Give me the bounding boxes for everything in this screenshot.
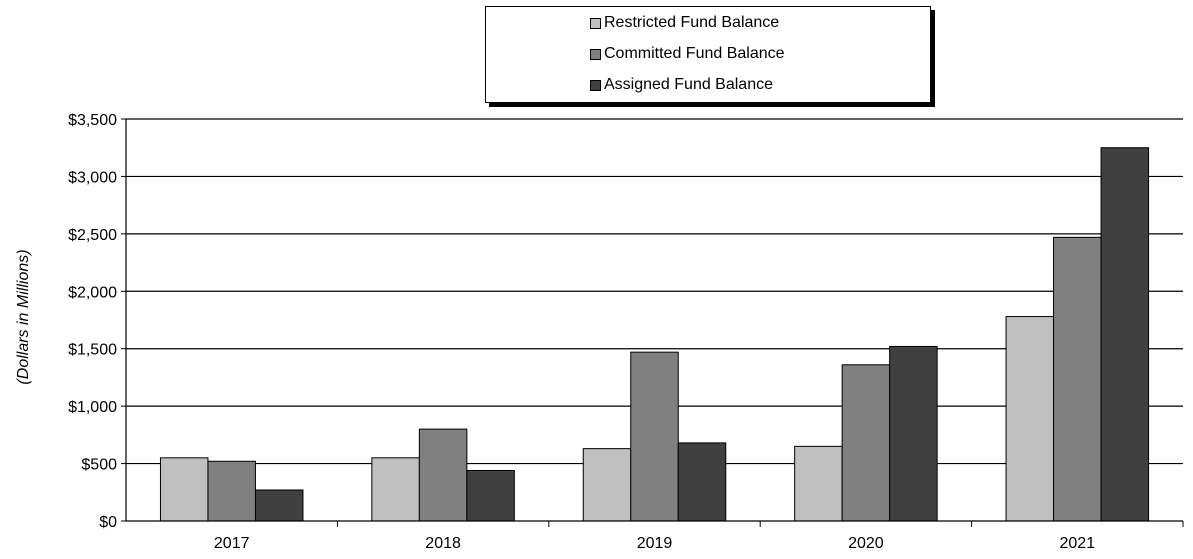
bar-assigned-2019 <box>677 442 727 522</box>
legend-label-assigned: Assigned Fund Balance <box>604 76 773 93</box>
y-axis-label: (Dollars in Millions) <box>15 249 32 384</box>
bar-committed-2021 <box>1053 236 1102 522</box>
axes <box>121 118 1184 527</box>
legend-item-assigned: Assigned Fund Balance <box>590 75 773 95</box>
legend-swatch-committed <box>590 48 601 60</box>
legend-label-committed: Committed Fund Balance <box>604 45 785 62</box>
x-tick-labels: 2017 2018 2019 2020 2021 <box>214 535 1095 552</box>
x-tick-label: 2019 <box>637 535 673 552</box>
y-tick-label: $3,000 <box>68 169 117 186</box>
y-tick-label: $0 <box>99 514 117 531</box>
y-tick-label: $500 <box>81 457 117 474</box>
x-tick-label: 2020 <box>848 535 884 552</box>
bar-committed-2018 <box>418 428 468 522</box>
bar-committed-2019 <box>630 351 679 522</box>
legend: Restricted Fund Balance Committed Fund B… <box>485 6 931 103</box>
bar-restricted-2019 <box>582 448 632 522</box>
bar-assigned-2017 <box>254 489 304 522</box>
bars <box>159 147 1150 522</box>
legend-item-committed: Committed Fund Balance <box>590 44 785 64</box>
y-tick-label: $2,500 <box>68 227 117 244</box>
bar-restricted-2020 <box>794 445 843 522</box>
bar-committed-2020 <box>841 364 891 522</box>
gridlines <box>126 118 1183 465</box>
bar-assigned-2020 <box>889 345 938 522</box>
legend-label-restricted: Restricted Fund Balance <box>604 14 780 31</box>
bar-restricted-2017 <box>159 457 209 522</box>
bar-committed-2017 <box>207 460 256 522</box>
legend-item-restricted: Restricted Fund Balance <box>590 13 779 33</box>
legend-swatch-assigned <box>590 79 601 91</box>
bar-assigned-2018 <box>466 469 515 522</box>
y-tick-labels: $0 $500 $1,000 $1,500 $2,000 $2,500 $3,000 $3,5… <box>68 112 117 531</box>
y-tick-label: $2,000 <box>68 284 117 301</box>
bar-restricted-2018 <box>371 457 420 522</box>
y-tick-label: $1,000 <box>68 399 117 416</box>
x-tick-label: 2021 <box>1060 535 1096 552</box>
x-tick-label: 2018 <box>425 535 461 552</box>
bar-restricted-2021 <box>1005 316 1055 522</box>
bar-assigned-2021 <box>1100 147 1150 522</box>
x-tick-label: 2017 <box>214 535 250 552</box>
legend-swatch-restricted <box>590 17 601 29</box>
y-tick-label: $3,500 <box>68 112 117 129</box>
y-tick-label: $1,500 <box>68 342 117 359</box>
